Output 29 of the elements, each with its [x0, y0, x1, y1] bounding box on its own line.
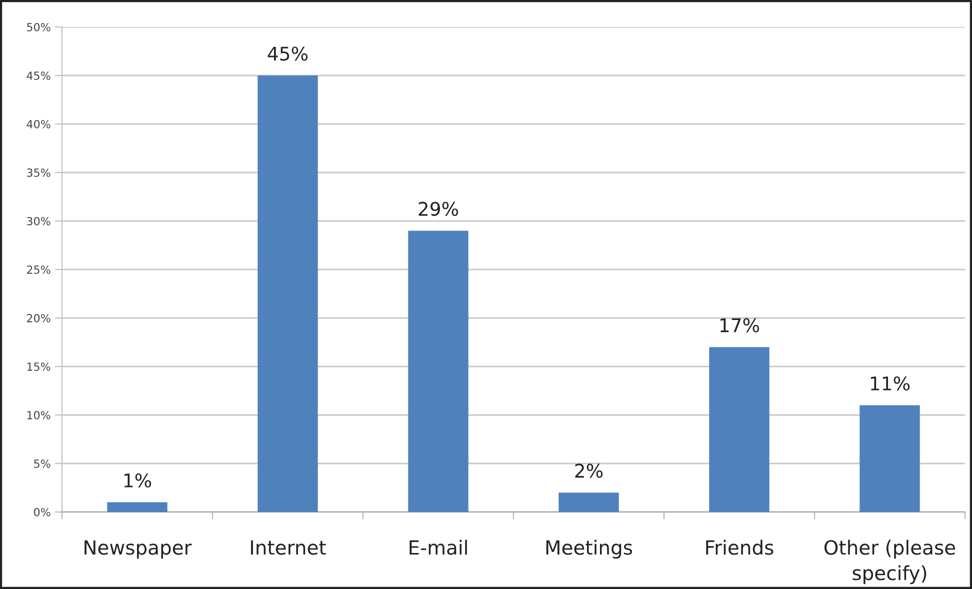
y-tick-label: 20%	[27, 314, 50, 322]
x-tick-label: Newspaper	[84, 540, 192, 559]
x-tick-label: Meetings	[546, 540, 632, 559]
x-tick-label: Internet	[251, 540, 326, 555]
y-tick-label: 45%	[26, 71, 50, 80]
x-tick-label: E-mail	[410, 540, 467, 555]
data-label: 45%	[268, 46, 308, 61]
x-tick-label: Other (please specify)	[824, 540, 956, 584]
bar	[709, 347, 770, 512]
bar	[558, 492, 619, 512]
bar	[107, 502, 168, 512]
y-tick-label: 5%	[34, 459, 50, 468]
y-tick-label: 10%	[27, 410, 50, 420]
bar	[258, 76, 318, 512]
y-tick-label: 40%	[26, 120, 50, 128]
bar	[408, 230, 468, 512]
x-tick-label: Friends	[706, 540, 774, 555]
bar	[860, 405, 920, 512]
data-label: 29%	[418, 202, 458, 216]
y-tick-label: 15%	[27, 362, 50, 371]
y-tick-label: 35%	[27, 168, 50, 177]
y-tick-label: 25%	[27, 265, 50, 274]
data-label: 1%	[124, 473, 152, 488]
data-label: 17%	[720, 318, 760, 332]
data-label: 11%	[870, 376, 910, 391]
y-tick-label: 30%	[27, 216, 50, 226]
y-tick-label: 50%	[27, 22, 50, 32]
y-tick-label: 0%	[34, 508, 50, 516]
data-label: 2%	[575, 464, 603, 478]
